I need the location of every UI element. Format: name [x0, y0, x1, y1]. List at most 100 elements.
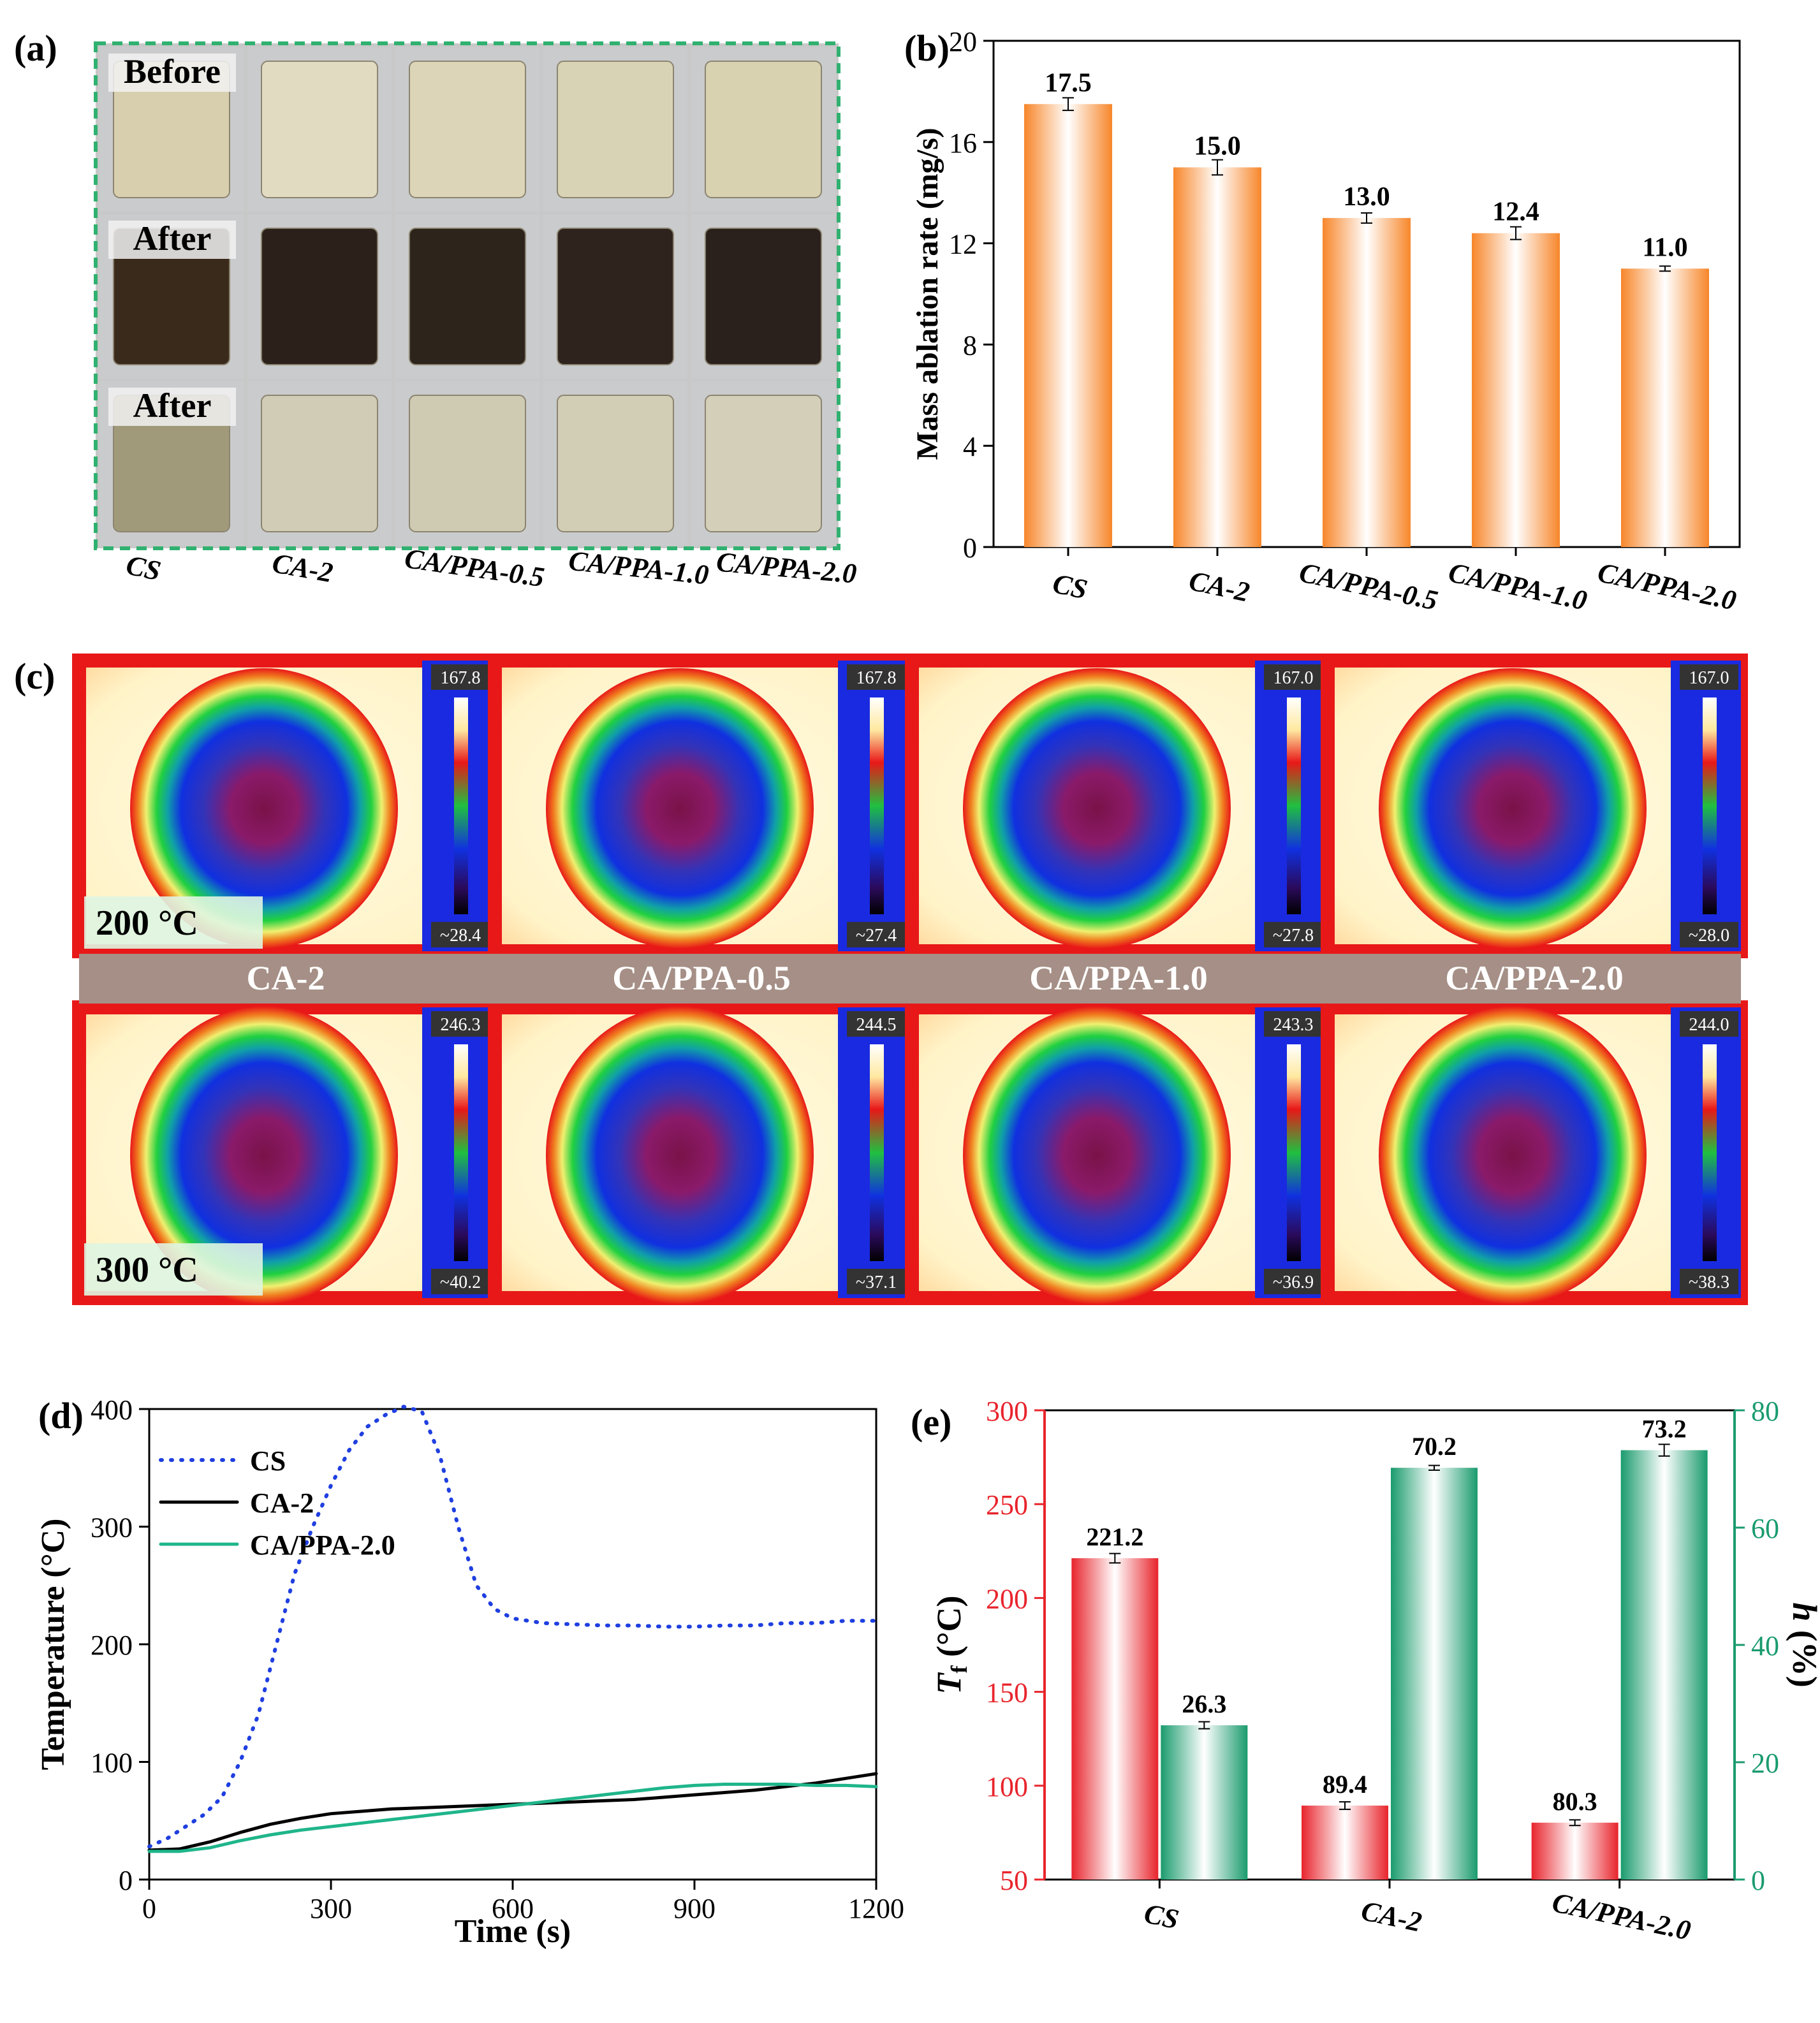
series-line-CS: [147, 1405, 878, 1849]
y-tick-label: 0: [119, 1865, 133, 1896]
sample-label-CA/PPA-2.0: CA/PPA-2.0: [715, 546, 858, 590]
sample-photo-CA-2: [261, 395, 378, 532]
panel-b-label: (b): [904, 27, 950, 69]
sample-photo-CA/PPA-2.0: [705, 228, 822, 365]
data-label-CA/PPA-1.0: 12.4: [1492, 198, 1539, 227]
row-label-box: [108, 221, 236, 259]
x-tick-label-CA/PPA-2.0: CA/PPA-2.0: [1550, 1887, 1694, 1946]
x-tick-label: 0: [142, 1893, 156, 1924]
max-temp-label: 246.3: [441, 1015, 481, 1035]
colorbar: [1703, 697, 1717, 914]
row-label-2: After: [133, 386, 212, 425]
min-temp-label: ~28.0: [1689, 926, 1729, 946]
sample-photo-CA/PPA-0.5: [409, 61, 526, 198]
left-y-axis-title: Tf (°C): [930, 1595, 972, 1694]
colorbar: [1703, 1044, 1717, 1261]
sample-photo-CA/PPA-2.0: [705, 61, 822, 198]
panel-d: (d) 0 100 200 300 400 0 300 600 900 1200 CS CA-2 CA/P…: [35, 1394, 904, 1950]
max-temp-label: 167.0: [1273, 668, 1314, 688]
right-y-axis-title-unit: (%): [1786, 1621, 1820, 1687]
min-label-box: [1680, 922, 1738, 947]
sample-photo-CA-2: [261, 228, 378, 365]
y-tick-label: 20: [949, 26, 977, 57]
min-label-box: [847, 922, 906, 947]
y-axis-title: Mass ablation rate (mg/s): [911, 128, 944, 460]
min-label-box: [847, 1269, 906, 1294]
sample-name-CA/PPA-0.5: CA/PPA-0.5: [612, 959, 790, 997]
y-tick-label: 4: [963, 431, 977, 462]
bar-CA/PPA-1.0: [1472, 233, 1560, 547]
colorbar: [454, 1044, 468, 1261]
x-tick-label-CA/PPA-2.0: CA/PPA-2.0: [1595, 557, 1739, 617]
y-tick-label: 12: [949, 229, 977, 260]
sample-name-CA/PPA-1.0: CA/PPA-1.0: [1029, 959, 1207, 997]
max-temp-label: 167.0: [1689, 668, 1729, 688]
min-label-box: [1264, 1269, 1323, 1294]
legend-label-CA/PPA-2.0: CA/PPA-2.0: [250, 1530, 395, 1561]
series-line-CA/PPA-2.0: [147, 1783, 878, 1853]
data-label-CA/PPA-0.5: 13.0: [1343, 182, 1390, 212]
data-label-CA/PPA-2.0: 11.0: [1642, 233, 1687, 262]
min-label-box: [1680, 1269, 1738, 1294]
sample-label-CS: CS: [124, 549, 164, 587]
min-temp-label: ~36.9: [1273, 1273, 1314, 1292]
left-y-tick-label: 100: [986, 1771, 1028, 1802]
right-y-tick-label: 40: [1751, 1630, 1779, 1661]
data-label-Tf-CS: 221.2: [1086, 1523, 1143, 1551]
thermal-hotspot: [130, 1006, 398, 1304]
y-axis-title: Temperature (°C): [35, 1519, 71, 1771]
right-y-tick-label: 80: [1751, 1396, 1779, 1427]
max-temp-label: 167.8: [856, 668, 897, 688]
x-tick-label-CS: CS: [1141, 1897, 1182, 1935]
temp-label-box: [84, 896, 263, 949]
min-temp-label: ~27.8: [1273, 926, 1314, 946]
panel-d-label: (d): [38, 1395, 84, 1436]
min-temp-label: ~27.4: [856, 926, 897, 946]
y-tick-label: 100: [91, 1748, 133, 1779]
colorbar: [1287, 1044, 1301, 1261]
y-tick-label: 8: [963, 330, 977, 361]
x-tick-label: 1200: [848, 1893, 904, 1924]
sample-name-CA/PPA-2.0: CA/PPA-2.0: [1445, 959, 1623, 997]
sample-name-CA-2: CA-2: [247, 959, 325, 997]
left-y-tick-label: 50: [1000, 1865, 1028, 1896]
left-y-tick-label: 300: [986, 1396, 1028, 1427]
thermal-hotspot: [963, 668, 1231, 949]
x-tick-label: 600: [492, 1893, 534, 1924]
x-tick-label: 900: [673, 1893, 716, 1924]
sample-photo-CA/PPA-1.0: [557, 228, 674, 365]
bar-h-CA/PPA-2.0: [1620, 1450, 1708, 1880]
temp-label-1: 300 °C: [96, 1250, 198, 1290]
left-y-tick-label: 200: [986, 1583, 1028, 1614]
bar-CA-2: [1173, 167, 1261, 547]
bar-h-CA-2: [1391, 1468, 1478, 1880]
max-label-box: [431, 664, 490, 690]
left-y-tick-label: 250: [986, 1489, 1028, 1521]
right-y-axis-title-symbol: h: [1786, 1602, 1820, 1621]
max-label-box: [847, 1011, 906, 1037]
max-temp-label: 244.0: [1689, 1015, 1729, 1035]
sample-name-band: [79, 954, 1741, 1004]
min-temp-label: ~28.4: [440, 926, 481, 946]
data-label-CA-2: 15.0: [1194, 132, 1241, 161]
data-label-CS: 17.5: [1045, 68, 1092, 98]
bar-Tf-CA/PPA-2.0: [1531, 1822, 1618, 1880]
min-label-box: [431, 922, 490, 947]
bar-CS: [1024, 104, 1112, 547]
row-label-0: Before: [124, 52, 221, 91]
right-y-tick-label: 0: [1751, 1865, 1765, 1896]
panel-a-label: (a): [14, 27, 57, 69]
panel-e-label: (e): [911, 1401, 951, 1443]
right-y-axis-title: h (%): [1786, 1602, 1820, 1688]
panel-c: (c) 167.8 ~28.4 167.8 ~27.4 167.0 ~27.8 167.0 ~2…: [14, 654, 1748, 1305]
temp-label-0: 200 °C: [96, 903, 198, 943]
sample-photo-CA-2: [261, 61, 378, 198]
max-label-box: [847, 664, 906, 690]
data-label-h-CA/PPA-2.0: 73.2: [1642, 1415, 1687, 1443]
thermal-hotspot: [130, 668, 398, 949]
data-label-Tf-CA-2: 89.4: [1323, 1770, 1367, 1799]
max-temp-label: 244.5: [856, 1015, 897, 1035]
bar-Tf-CS: [1071, 1558, 1159, 1880]
left-y-axis-title-unit: (°C): [930, 1595, 968, 1665]
